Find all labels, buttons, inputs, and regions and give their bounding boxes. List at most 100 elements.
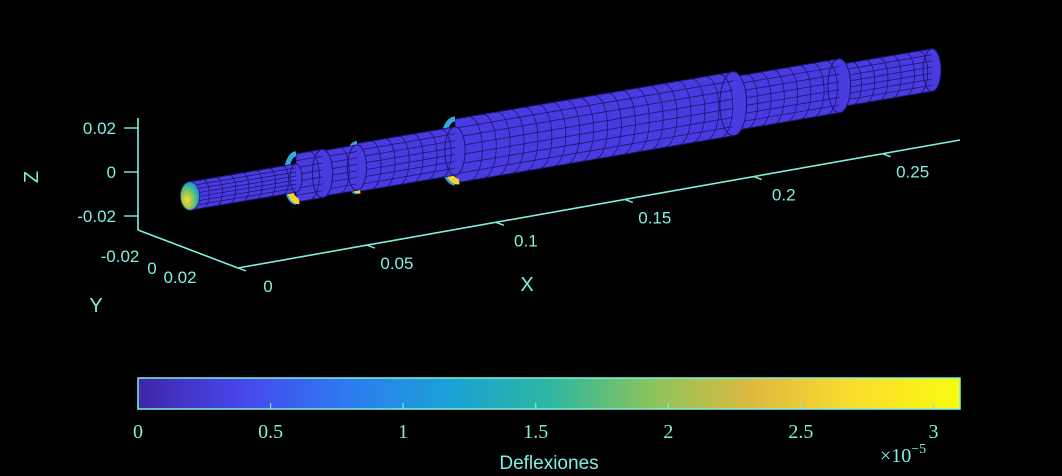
shaft-mesh-circ-3-4 xyxy=(412,133,424,183)
colorbar-tick-label-4: 2 xyxy=(663,421,673,443)
x-tick-mark-0 xyxy=(237,267,247,272)
x-tick-label-4: 0.2 xyxy=(772,186,796,205)
shaft-mesh-long-6-1 xyxy=(839,54,933,71)
z-axis-label: Z xyxy=(21,171,43,183)
shaft-mesh-long-3-2 xyxy=(356,140,456,158)
shaft-mesh-long-5-5 xyxy=(733,96,840,116)
x-tick-mark-2 xyxy=(495,221,505,226)
shaft-mesh-circ-5-3 xyxy=(772,69,785,125)
shaft-mesh-long-5-3 xyxy=(733,81,840,101)
shaft-mesh-circ-0-3 xyxy=(229,174,237,204)
shaft-mesh-circ-4-12 xyxy=(621,90,636,155)
shaft-mesh-long-4-1 xyxy=(454,80,734,129)
x-tick-label-0: 0 xyxy=(263,277,272,296)
shaft-mesh-circ-5-2 xyxy=(759,71,772,127)
shaft-mesh-long-4-4 xyxy=(454,107,734,156)
shaft-mesh-circ-4-1 xyxy=(468,116,483,181)
shaft-mesh-long-0-4 xyxy=(189,179,297,199)
y-tick-label-0: -0.02 xyxy=(101,247,140,266)
shaft-mesh-circ-5-4 xyxy=(786,67,798,123)
shaft-mesh-long-6-4 xyxy=(839,72,933,90)
shaft-mesh-circ-3-1 xyxy=(370,140,382,190)
x-tick-label-3: 0.15 xyxy=(638,208,671,227)
shaft-mesh-long-1-6 xyxy=(295,190,323,196)
shaft-mesh-circ-4-16 xyxy=(677,80,692,146)
shaft-mesh-circ-4-6 xyxy=(538,104,553,170)
y-tick-label-2: 0.02 xyxy=(163,268,196,287)
shaft-mesh-circ-5-5 xyxy=(799,65,812,120)
shaft-mesh-circ-4-9 xyxy=(580,97,595,163)
shaft-mesh-circ-0-5 xyxy=(256,170,263,200)
shaft-mesh-long-1-1 xyxy=(295,155,323,162)
shaft-mesh-circ-4-17 xyxy=(691,78,706,144)
x-tick-label-1: 0.05 xyxy=(380,254,413,273)
x-tick-mark-3 xyxy=(624,198,634,204)
shaft-mesh-long-5-1 xyxy=(733,66,840,85)
colorbar-tick-label-1: 0.5 xyxy=(258,421,283,443)
colorbar-tick-label-2: 1 xyxy=(398,421,408,443)
y-axis-label: Y xyxy=(89,295,102,317)
shaft-mesh-long-6-3 xyxy=(839,66,933,84)
shaft-mesh-long-3-5 xyxy=(356,160,456,179)
colorbar-gradient xyxy=(137,377,961,410)
z-tick-label-2: -0.02 xyxy=(77,207,116,226)
shaft-mesh-circ-6-4 xyxy=(892,55,902,99)
shaft-mesh-circ-0-6 xyxy=(269,167,276,198)
y-tick-label-1: 0 xyxy=(147,259,156,278)
shaft-mesh-circ-6-2 xyxy=(865,59,876,103)
shaft-mesh-circ-4-3 xyxy=(496,111,511,177)
colorbar-tick-label-0: 0 xyxy=(133,421,143,443)
shaft-surface xyxy=(179,48,942,211)
shaft-mesh-long-4-2 xyxy=(454,89,734,138)
shaft-mesh-long-4-5 xyxy=(454,117,734,166)
shaft-mesh-long-4-3 xyxy=(454,98,734,147)
shaft-mesh-circ-5-6 xyxy=(812,62,825,118)
colorbar-tick-label-5: 2.5 xyxy=(788,421,813,443)
shaft-section-0 xyxy=(189,163,303,211)
shaft-mesh-long-3-6 xyxy=(356,167,456,186)
shaft-mesh-long-0-5 xyxy=(189,183,297,203)
shaft-mesh-circ-4-11 xyxy=(608,92,622,158)
shaft-mesh-circ-6-1 xyxy=(852,61,862,106)
shaft-mesh-circ-0-4 xyxy=(242,172,250,202)
shaft-mesh-circ-0-2 xyxy=(216,176,223,207)
shaft-mesh-circ-4-4 xyxy=(510,109,525,174)
shaft-mesh-circ-3-6 xyxy=(440,128,452,178)
shaft-mesh-long-0-1 xyxy=(189,167,297,187)
shaft-mesh-circ-4-2 xyxy=(482,113,497,179)
x-tick-mark-4 xyxy=(753,175,762,181)
shaft-mesh-circ-4-14 xyxy=(649,85,664,151)
colorbar-ticks: 0 0.5 1 1.5 2 2.5 3 xyxy=(133,403,938,443)
z-tick-label-1: 0 xyxy=(107,163,116,182)
shaft-mesh-circ-3-2 xyxy=(384,138,396,188)
shaft-section-far-cap-2 xyxy=(346,144,367,191)
shaft-section-far-cap-4 xyxy=(719,71,748,137)
shaft-section-far-cap-0 xyxy=(289,163,303,193)
shaft-end-cap xyxy=(179,181,201,211)
y-axis-line xyxy=(137,229,239,269)
shaft-mesh-circ-4-7 xyxy=(552,102,567,167)
z-tick-label-0: 0.02 xyxy=(83,119,116,138)
x-tick-label-2: 0.1 xyxy=(514,231,538,250)
shaft-mesh-circ-4-13 xyxy=(635,87,650,153)
colorbar-multiplier: ×10−5 xyxy=(880,442,926,467)
shaft-mesh-circ-4-19 xyxy=(719,73,734,139)
shaft-mesh-long-0-2 xyxy=(189,171,297,191)
shaft-mesh-circ-5-7 xyxy=(825,60,838,116)
shaft-mesh-long-6-5 xyxy=(839,78,933,96)
shaft-section-6 xyxy=(838,48,942,108)
x-tick-label-5: 0.25 xyxy=(896,163,929,182)
x-tick-mark-5 xyxy=(882,153,891,158)
shaft-mesh-long-3-4 xyxy=(356,154,456,172)
shaft-mesh-circ-3-5 xyxy=(426,131,438,181)
shaft-mesh-long-3-3 xyxy=(356,147,456,165)
shaft-mesh-circ-4-8 xyxy=(566,99,581,165)
shaft-mesh-long-5-2 xyxy=(733,73,840,93)
shaft-mesh-circ-6-6 xyxy=(918,50,929,94)
colorbar-label: Deflexiones xyxy=(499,453,598,474)
colorbar-multiplier-base: ×10 xyxy=(880,445,911,467)
colorbar-tick-label-6: 3 xyxy=(928,421,938,443)
x-tick-mark-1 xyxy=(366,244,376,249)
shaft-mesh-long-4-6 xyxy=(454,126,734,175)
